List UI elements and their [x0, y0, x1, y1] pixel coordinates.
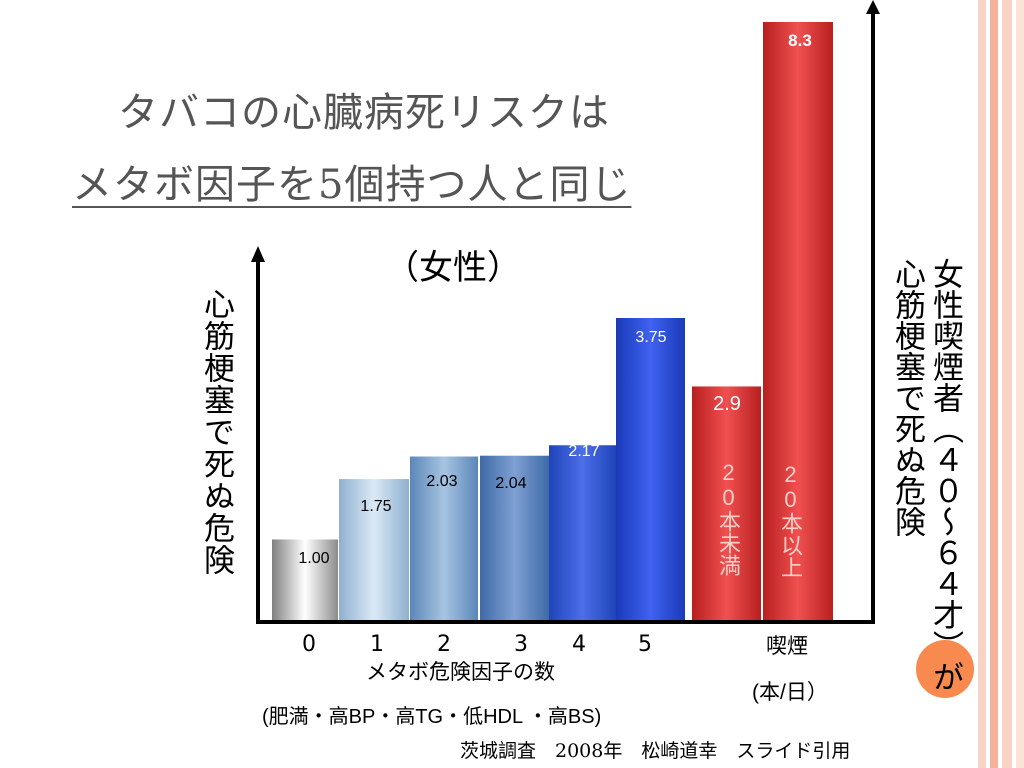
y-axis-label-right: 女性喫煙者（４０～６４才）が 心筋梗塞で死ぬ危険 [888, 258, 964, 692]
y-axis-label-right-line2: 心筋梗塞で死ぬ危険 [889, 258, 925, 537]
value-labels-group: 1.00 1.75 2.03 2.04 2.17 3.75 2.9 8.3 [298, 31, 811, 567]
bar-value-label-0: 1.00 [298, 550, 329, 567]
bar-inner-label-over20: 20本以上 [778, 462, 803, 578]
x-tick-1: 1 [370, 632, 384, 657]
bar-value-label-4: 2.17 [568, 443, 599, 460]
y-axis-left-arrow [251, 246, 265, 262]
stripe [1002, 0, 1012, 768]
bar-value-label-3: 2.04 [495, 475, 526, 492]
smoking-unit-label: (本/日） [752, 681, 828, 704]
bar-5 [616, 318, 685, 620]
title-line-1: タバコの心臓病死リスクは [118, 90, 610, 136]
title-line-2: メタボ因子を5個持つ人と同じ [72, 162, 632, 208]
x-tick-5: 5 [638, 632, 652, 657]
y-axis-label-right-line1: 女性喫煙者（４０～６４才）が [927, 258, 963, 692]
bar-value-label-7: 8.3 [788, 31, 812, 50]
x-tick-4: 4 [572, 632, 586, 657]
bar-inner-label-under20: 20本未満 [716, 460, 741, 576]
smoking-label: 喫煙 [766, 634, 808, 658]
bar-6 [692, 386, 761, 620]
bar-value-label-1: 1.75 [360, 498, 391, 515]
y-axis-right-arrow [866, 0, 880, 14]
stripe [990, 0, 998, 768]
subtitle: （女性） [385, 248, 521, 288]
x-axis-label: メタボ危険因子の数 [366, 660, 555, 684]
bar-3 [480, 455, 549, 620]
frame-stripes [978, 0, 1024, 768]
source-citation: 茨城調査 2008年 松崎道幸 スライド引用 [460, 740, 851, 762]
decorative-circle [916, 640, 974, 698]
bar-4 [549, 445, 616, 620]
x-tick-3: 3 [514, 632, 528, 657]
stripe [978, 0, 986, 768]
y-axis-label-left: 心筋梗塞で死ぬ危険 [198, 288, 234, 576]
bar-1 [339, 479, 409, 620]
bar-7 [763, 22, 833, 620]
x-axis-sub-label: (肥満・高BP・高TG・低HDL ・高BS) [262, 706, 602, 728]
bar-value-label-5: 3.75 [635, 329, 666, 346]
bar-value-label-2: 2.03 [426, 473, 457, 490]
bar-value-label-6: 2.9 [713, 393, 741, 415]
bar-0 [272, 539, 338, 620]
x-tick-0: 0 [302, 632, 316, 657]
bar-2 [410, 456, 478, 620]
x-tick-2: 2 [437, 632, 451, 657]
bars-group [272, 22, 833, 620]
stripe [1016, 0, 1024, 768]
